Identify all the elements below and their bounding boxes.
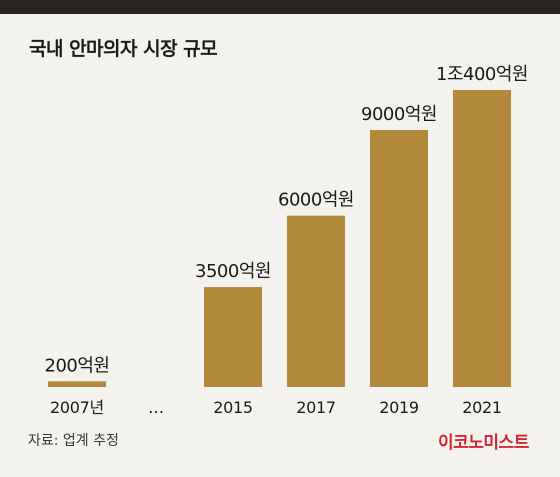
- bar-2: [204, 287, 262, 387]
- x-tick-label-0: 2007년: [50, 398, 104, 417]
- data-label-5: 1조400억원: [436, 64, 528, 85]
- x-tick-label-1: …: [148, 398, 164, 417]
- brand-logo: 이코노미스트: [438, 433, 529, 453]
- x-tick-label-4: 2019: [379, 398, 419, 417]
- chart-title: 국내 안마의자 시장 규모: [29, 38, 218, 60]
- data-label-2: 3500억원: [195, 261, 271, 282]
- x-tick-label-3: 2017: [296, 398, 336, 417]
- x-tick-label-5: 2021: [462, 398, 502, 417]
- data-label-3: 6000억원: [278, 190, 354, 211]
- bar-5: [453, 90, 511, 387]
- source-note: 자료: 업계 추정: [28, 433, 119, 449]
- bar-3: [287, 215, 345, 387]
- bar-4: [370, 129, 428, 387]
- bar-0: [48, 381, 106, 387]
- top-rule: [0, 0, 560, 14]
- x-tick-label-2: 2015: [213, 398, 253, 417]
- data-label-0: 200억원: [45, 355, 110, 376]
- data-label-4: 9000억원: [361, 104, 437, 125]
